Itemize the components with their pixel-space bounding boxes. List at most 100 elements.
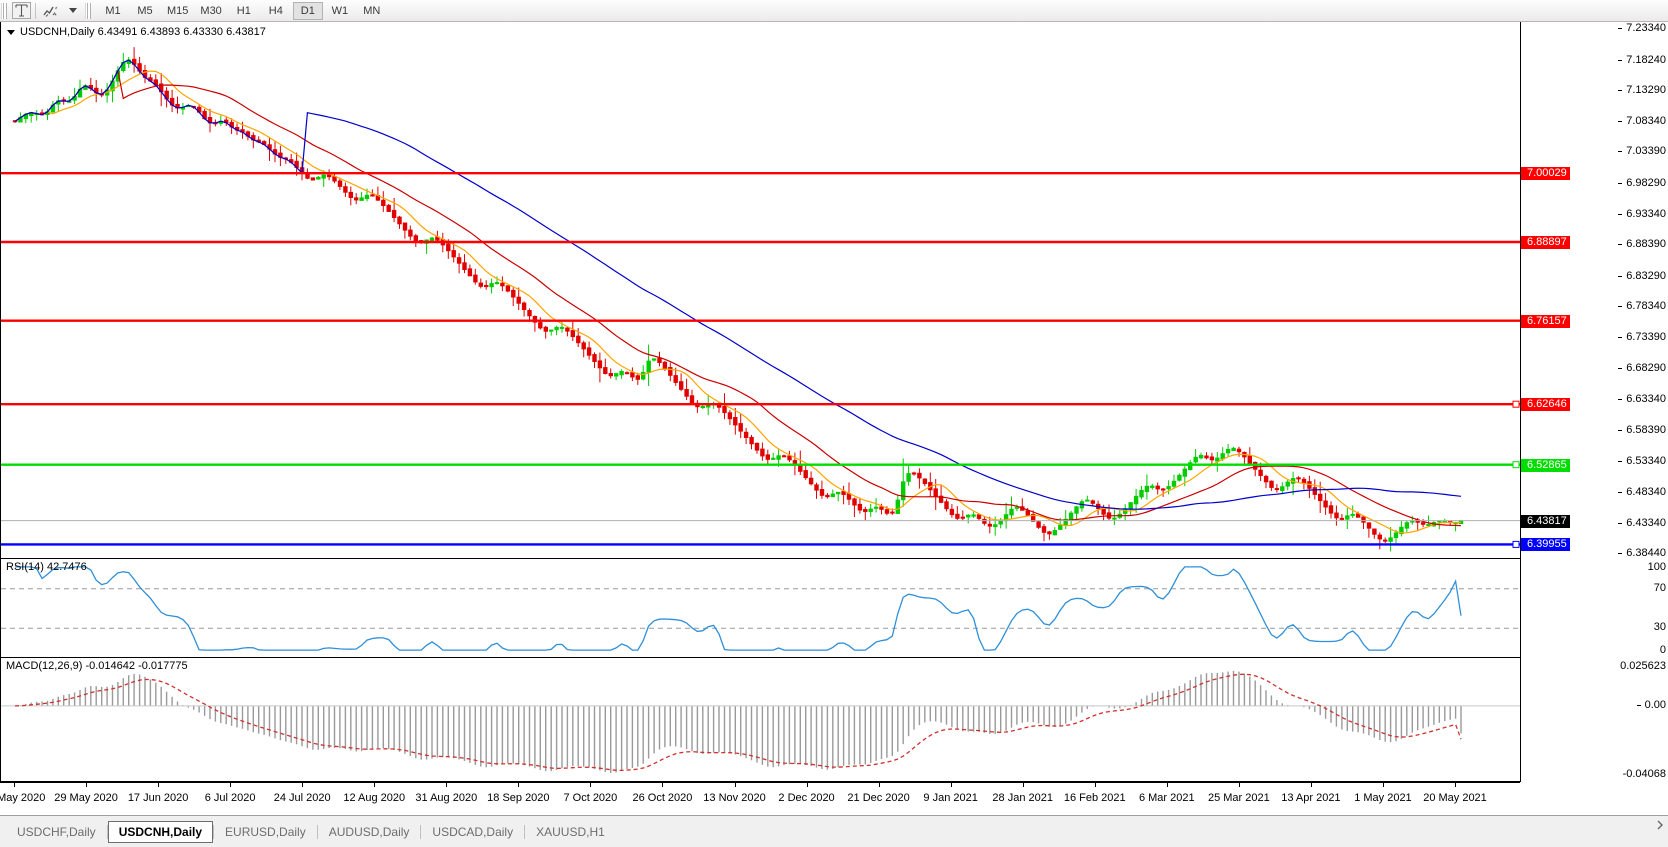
price-tag-resistance[interactable]: 6.62646 (1521, 398, 1570, 412)
indicators-icon[interactable] (40, 1, 62, 20)
price-tick: 6.78340 (1618, 300, 1668, 312)
date-tick (1310, 782, 1312, 787)
tab-divider (213, 824, 215, 839)
rsi-tick: 0 (1659, 644, 1666, 656)
timeframe-group-grip[interactable] (85, 2, 91, 19)
date-tick (518, 782, 520, 787)
symbol-ohlc-text: USDCNH,Daily 6.43491 6.43893 6.43330 6.4… (20, 26, 266, 38)
price-tick: 6.63340 (1618, 393, 1668, 405)
toolbar-grip[interactable] (1, 2, 7, 19)
tab-usdcnh-daily[interactable]: USDCNH,Daily (107, 820, 214, 843)
indicators-dropdown-caret-icon[interactable] (62, 1, 84, 20)
price-tick: 6.43340 (1618, 517, 1668, 529)
rsi-pane[interactable]: RSI(14) 42.7476 (0, 559, 1520, 658)
tab-usdchf-daily[interactable]: USDCHF,Daily (17, 824, 96, 839)
date-tick (446, 782, 448, 787)
date-tick (878, 782, 880, 787)
timeframe-m15[interactable]: M15 (167, 4, 189, 17)
date-label: 13 Nov 2020 (703, 792, 766, 804)
collapse-caret-icon[interactable] (7, 29, 15, 35)
rsi-tick: 30 (1653, 621, 1666, 634)
timeframe-w1[interactable]: W1 (331, 4, 349, 17)
toolbar-separator (35, 2, 36, 19)
price-axis[interactable]: 7.23340 7.18240 7.13290 7.08340 7.03390 6.982… (1520, 22, 1668, 782)
tab-xauusd-h1[interactable]: XAUUSD,H1 (536, 824, 605, 839)
date-tick (302, 782, 304, 787)
timeframe-d1[interactable]: D1 (292, 1, 323, 20)
date-label: 1 May 2021 (1354, 792, 1412, 804)
date-label: 6 Mar 2021 (1138, 792, 1195, 804)
tab-divider (316, 824, 318, 839)
tab-audusd-daily[interactable]: AUDUSD,Daily (328, 824, 410, 839)
tab-eurusd-daily[interactable]: EURUSD,Daily (225, 824, 306, 839)
date-tick (806, 782, 808, 787)
price-tag-resistance[interactable]: 6.76157 (1521, 314, 1570, 328)
date-label: 2 Dec 2020 (778, 792, 835, 804)
price-tag-resistance[interactable]: 7.00029 (1521, 167, 1570, 181)
price-tag-support[interactable]: 6.52865 (1521, 458, 1570, 472)
date-label: 21 Dec 2020 (847, 792, 910, 804)
date-tick (662, 782, 664, 787)
date-label: 31 Aug 2020 (415, 792, 478, 804)
price-tick: 7.18240 (1618, 54, 1668, 66)
price-tag-resistance[interactable]: 6.88897 (1521, 236, 1570, 249)
tab-divider (420, 824, 422, 839)
price-tick: 7.23340 (1618, 22, 1668, 34)
chart-tabs: USDCHF,Daily USDCNH,Daily EURUSD,Daily AUDU… (6, 820, 616, 843)
candlesticks (12, 47, 1464, 552)
timeframe-m30[interactable]: M30 (200, 4, 222, 17)
date-label: 9 Jan 2021 (923, 792, 978, 804)
date-tick (14, 782, 15, 787)
date-tick (1022, 782, 1024, 787)
price-chart-canvas (1, 47, 1520, 552)
timeframe-buttons: M1 M5 M15 M30 H1 H4 D1 W1 MN (98, 1, 387, 20)
date-tick (1238, 782, 1240, 787)
timeframe-h4[interactable]: H4 (268, 4, 283, 17)
tab-divider (524, 824, 526, 839)
price-tag-last-price[interactable]: 6.43817 (1521, 514, 1570, 528)
ma-mid-line (14, 69, 1462, 527)
main-toolbar: M1 M5 M15 M30 H1 H4 D1 W1 MN (0, 0, 1668, 22)
macd-tick: 0.00 (1636, 699, 1668, 711)
text-tool-icon[interactable] (12, 2, 31, 19)
tab-usdcad-daily[interactable]: USDCAD,Daily (432, 824, 514, 839)
date-axis[interactable]: 11 May 2020 29 May 2020 17 Jun 2020 6 Jul 2… (0, 782, 1668, 815)
macd-pane[interactable]: MACD(12,26,9) -0.014642 -0.017775 (0, 658, 1520, 782)
price-tick: 7.13290 (1618, 84, 1668, 96)
date-label: 12 Aug 2020 (343, 792, 406, 804)
macd-label: MACD(12,26,9) -0.014642 -0.017775 (6, 660, 188, 672)
timeframe-h1[interactable]: H1 (236, 4, 251, 17)
macd-histogram (19, 670, 1462, 773)
macd-signal-line (14, 673, 1462, 772)
price-tick: 7.03390 (1618, 145, 1668, 157)
symbol-ohlc-label: USDCNH,Daily 6.43491 6.43893 6.43330 6.4… (7, 26, 266, 38)
timeframe-mn[interactable]: MN (363, 4, 381, 17)
timeframe-m1[interactable]: M1 (105, 4, 121, 17)
timeframe-m5[interactable]: M5 (137, 4, 153, 17)
chart-area: USDCNH,Daily 6.43491 6.43893 6.43330 6.4… (0, 22, 1668, 815)
date-label: 25 Mar 2021 (1207, 792, 1270, 804)
date-label: 18 Sep 2020 (487, 792, 550, 804)
price-tag-support[interactable]: 6.39955 (1521, 538, 1570, 552)
date-axis-line (0, 782, 1520, 783)
level-handle[interactable] (1512, 400, 1520, 408)
date-tick (230, 782, 232, 787)
price-tick: 6.48340 (1618, 486, 1668, 498)
date-label: 26 Oct 2020 (632, 792, 693, 804)
date-tick (86, 782, 88, 787)
ma-slow-line (14, 59, 1462, 510)
date-label: 6 Jul 2020 (204, 792, 256, 804)
price-tick: 6.88390 (1618, 238, 1668, 250)
date-label: 17 Jun 2020 (127, 792, 189, 804)
price-tick: 6.38440 (1618, 547, 1668, 559)
date-label: 7 Oct 2020 (563, 792, 618, 804)
price-pane[interactable]: USDCNH,Daily 6.43491 6.43893 6.43330 6.4… (0, 22, 1520, 559)
date-tick (1094, 782, 1096, 787)
level-handle[interactable] (1512, 540, 1520, 548)
level-handle[interactable] (1512, 461, 1520, 469)
price-tick: 6.93340 (1618, 208, 1668, 220)
macd-tick: 0.025623 (1620, 660, 1666, 672)
tabbar-scroll-right-icon[interactable] (1654, 819, 1666, 831)
date-tick (158, 782, 160, 787)
